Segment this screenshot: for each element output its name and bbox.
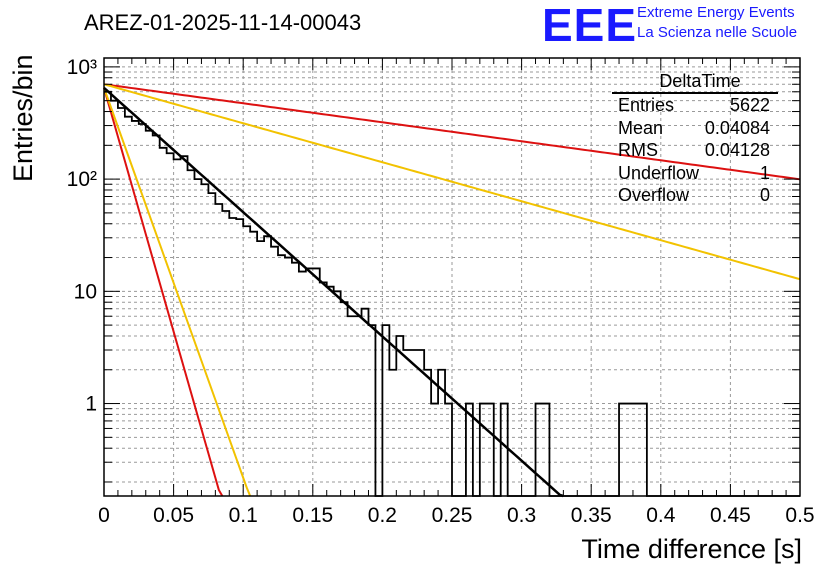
curve-orange-shallow: [103, 83, 801, 281]
logo-line-1: Extreme Energy Events: [637, 4, 795, 21]
x-tick-label: 0.45: [710, 504, 751, 527]
x-tick-label: 0.35: [571, 504, 612, 527]
eee-logo: EEE: [542, 0, 638, 51]
y-tick-label: 10³: [67, 56, 97, 79]
x-tick-label: 0.4: [646, 504, 676, 527]
tick-labels: 0 0.05 0.1 0.15 0.2 0.25 0.3 0.35 0.4 0.45 0.51101…: [67, 56, 815, 527]
x-tick-label: 0.5: [785, 504, 814, 527]
y-tick-label: 10: [74, 280, 97, 303]
stats-row: Underflow 1: [612, 162, 778, 185]
run-title: AREZ-01-2025-11-14-00043: [84, 10, 362, 35]
curve-red-steep: [103, 87, 224, 497]
x-tick-label: 0.05: [153, 504, 194, 527]
curve-orange-steep: [103, 87, 252, 497]
stats-row: Overflow 0: [612, 184, 778, 207]
axis-ticks: [103, 58, 801, 496]
curve-red-shallow: [103, 83, 801, 181]
histogram: [103, 86, 800, 498]
stats-label: RMS: [618, 140, 658, 160]
x-tick-label: 0.3: [507, 504, 536, 527]
x-tick-label: 0: [98, 504, 110, 527]
stats-title: DeltaTime: [612, 70, 778, 94]
histogram-outline: [104, 90, 800, 497]
x-axis-label: Time difference [s]: [581, 534, 802, 564]
y-axis-label: Entries/bin: [8, 54, 38, 182]
curves: [103, 83, 801, 497]
x-tick-label: 0.1: [229, 504, 258, 527]
logo-line-2: La Scienza nelle Scuole: [637, 24, 798, 41]
x-tick-label: 0.15: [292, 504, 333, 527]
y-tick-label: 10²: [67, 168, 97, 191]
stats-value: 0.04128: [704, 140, 770, 160]
stats-row: Mean 0.04084: [612, 117, 778, 140]
stats-value: 5622: [729, 95, 770, 115]
stats-value: 1: [759, 162, 770, 183]
stats-label: Entries: [618, 95, 675, 115]
x-tick-label: 0.2: [368, 504, 397, 527]
curve-fit: [103, 86, 564, 498]
stats-value: 0: [759, 185, 770, 205]
stats-label: Overflow: [618, 185, 690, 205]
stats-value: 0.04084: [704, 117, 770, 138]
stats-label: Underflow: [618, 162, 700, 183]
stats-row: RMS 0.04128: [612, 139, 778, 162]
y-tick-label: 1: [85, 393, 97, 416]
stats-row: Entries 5622: [612, 94, 778, 117]
stats-box: DeltaTime Entries 5622 Mean 0.04084 RMS …: [612, 70, 778, 207]
stats-label: Mean: [618, 117, 664, 138]
x-tick-label: 0.25: [432, 504, 473, 527]
